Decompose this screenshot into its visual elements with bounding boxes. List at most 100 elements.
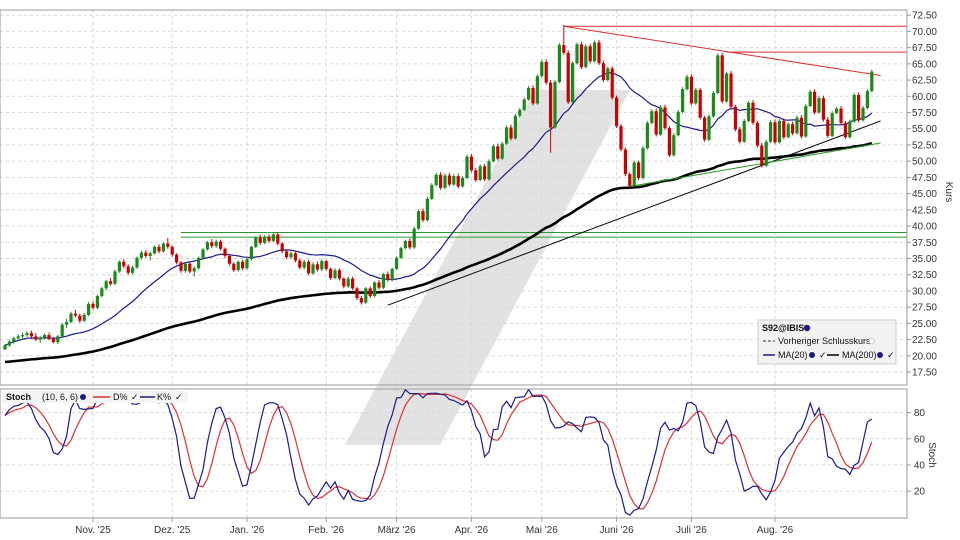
candle-body [249, 246, 253, 260]
candle-body [214, 241, 218, 247]
candle-body [610, 68, 614, 98]
price-y-tick-label: 40.00 [912, 222, 937, 233]
price-y-tick-label: 50.00 [912, 157, 937, 168]
candle-body [289, 253, 293, 258]
candle-body [285, 251, 289, 258]
candle-body [839, 108, 843, 123]
candle-body [298, 260, 302, 268]
candle-body [672, 135, 676, 156]
candle-body [509, 127, 513, 139]
price-y-tick-label: 57.50 [912, 108, 937, 119]
candle-body [408, 240, 412, 248]
candle-body [82, 314, 86, 321]
candle-body [760, 145, 764, 166]
candle-body [3, 345, 7, 350]
candle-body [161, 243, 165, 252]
x-tick-label: Juni '26 [600, 525, 635, 536]
candle-body [403, 240, 407, 249]
legend-info-icon[interactable] [803, 324, 811, 332]
legend-prev-close-toggle-icon[interactable] [868, 337, 876, 345]
candle-body [641, 148, 645, 179]
candle-body [126, 266, 130, 273]
candle-body [566, 52, 570, 103]
candle-body [571, 63, 575, 103]
x-tick-label: Feb. '26 [308, 525, 344, 536]
candle-body [733, 106, 737, 130]
candle-body [29, 333, 33, 337]
candle-body [421, 211, 425, 221]
candle-body [205, 242, 209, 250]
stoch-y-tick-label: 60 [914, 434, 926, 445]
candle-body [271, 234, 275, 241]
legend-ma200-settings-icon[interactable] [877, 352, 883, 358]
candle-body [34, 336, 38, 340]
candle-body [232, 263, 236, 271]
candle-body [531, 87, 535, 104]
legend-ma20-dropdown-icon[interactable]: ✓ [819, 350, 827, 360]
stoch-panel: 20 40 60 80 Stoch Stoch (10, 6, 6) D% ✓ K% … [0, 388, 937, 519]
candle-body [584, 46, 588, 68]
candle-body [685, 76, 689, 90]
stoch-d-dropdown-icon[interactable]: ✓ [131, 392, 139, 402]
candle-body [153, 246, 157, 254]
candle-body [192, 268, 196, 272]
candle-body [113, 271, 117, 284]
candle-body [681, 89, 685, 112]
candle-body [51, 338, 55, 343]
candle-body [368, 288, 372, 297]
candle-body [351, 278, 355, 289]
candle-body [65, 322, 69, 325]
price-y-tick-label: 42.50 [912, 205, 937, 216]
candle-body [861, 107, 865, 121]
legend-ma200-dropdown-icon[interactable]: ✓ [887, 350, 895, 360]
candle-body [764, 141, 768, 166]
candle-body [852, 94, 856, 122]
candle-body [593, 42, 597, 62]
x-axis: Nov. '25 Dez. '25 Jan. '26 Feb. '26 März '26… [75, 518, 794, 536]
candle-body [522, 99, 526, 110]
candle-body [263, 237, 267, 243]
stoch-y-tick-label: 40 [914, 460, 926, 471]
candle-body [78, 315, 82, 321]
candle-body [267, 237, 271, 241]
candle-body [711, 93, 715, 117]
candle-body [166, 243, 170, 247]
candle-body [619, 126, 623, 150]
candle-body [307, 261, 311, 274]
stoch-grid [0, 389, 907, 518]
candle-body [87, 303, 91, 315]
candle-body [562, 45, 566, 53]
candle-body [513, 115, 517, 139]
candle-body [549, 82, 553, 128]
candle-body [461, 178, 465, 187]
candle-body [491, 146, 495, 162]
candle-body [667, 128, 671, 156]
candle-body [799, 117, 803, 137]
candle-body [650, 111, 654, 123]
stoch-y-tick-label: 20 [914, 487, 926, 498]
stoch-k-dropdown-icon[interactable]: ✓ [175, 392, 183, 402]
candle-body [447, 175, 451, 185]
candle-body [188, 263, 192, 272]
candlesticks [3, 24, 874, 350]
price-y-tick-label: 45.00 [912, 189, 937, 200]
candle-body [637, 162, 641, 179]
legend-ma20-settings-icon[interactable] [809, 352, 815, 358]
candle-body [848, 121, 852, 138]
candle-body [843, 122, 847, 138]
candle-body [91, 303, 95, 308]
stoch-settings-icon[interactable] [80, 394, 86, 400]
candle-body [12, 338, 16, 342]
candle-body [417, 211, 421, 229]
candle-body [254, 237, 258, 247]
candle-body [505, 127, 509, 144]
candle-body [698, 89, 702, 118]
price-y-tick-label: 52.50 [912, 140, 937, 151]
candle-body [518, 109, 522, 116]
legend-item-ma20: MA(20) [778, 350, 808, 360]
x-tick-label: März '26 [378, 525, 416, 536]
trendline [387, 120, 881, 306]
ma20-line [4, 72, 873, 346]
candle-body [747, 102, 751, 121]
